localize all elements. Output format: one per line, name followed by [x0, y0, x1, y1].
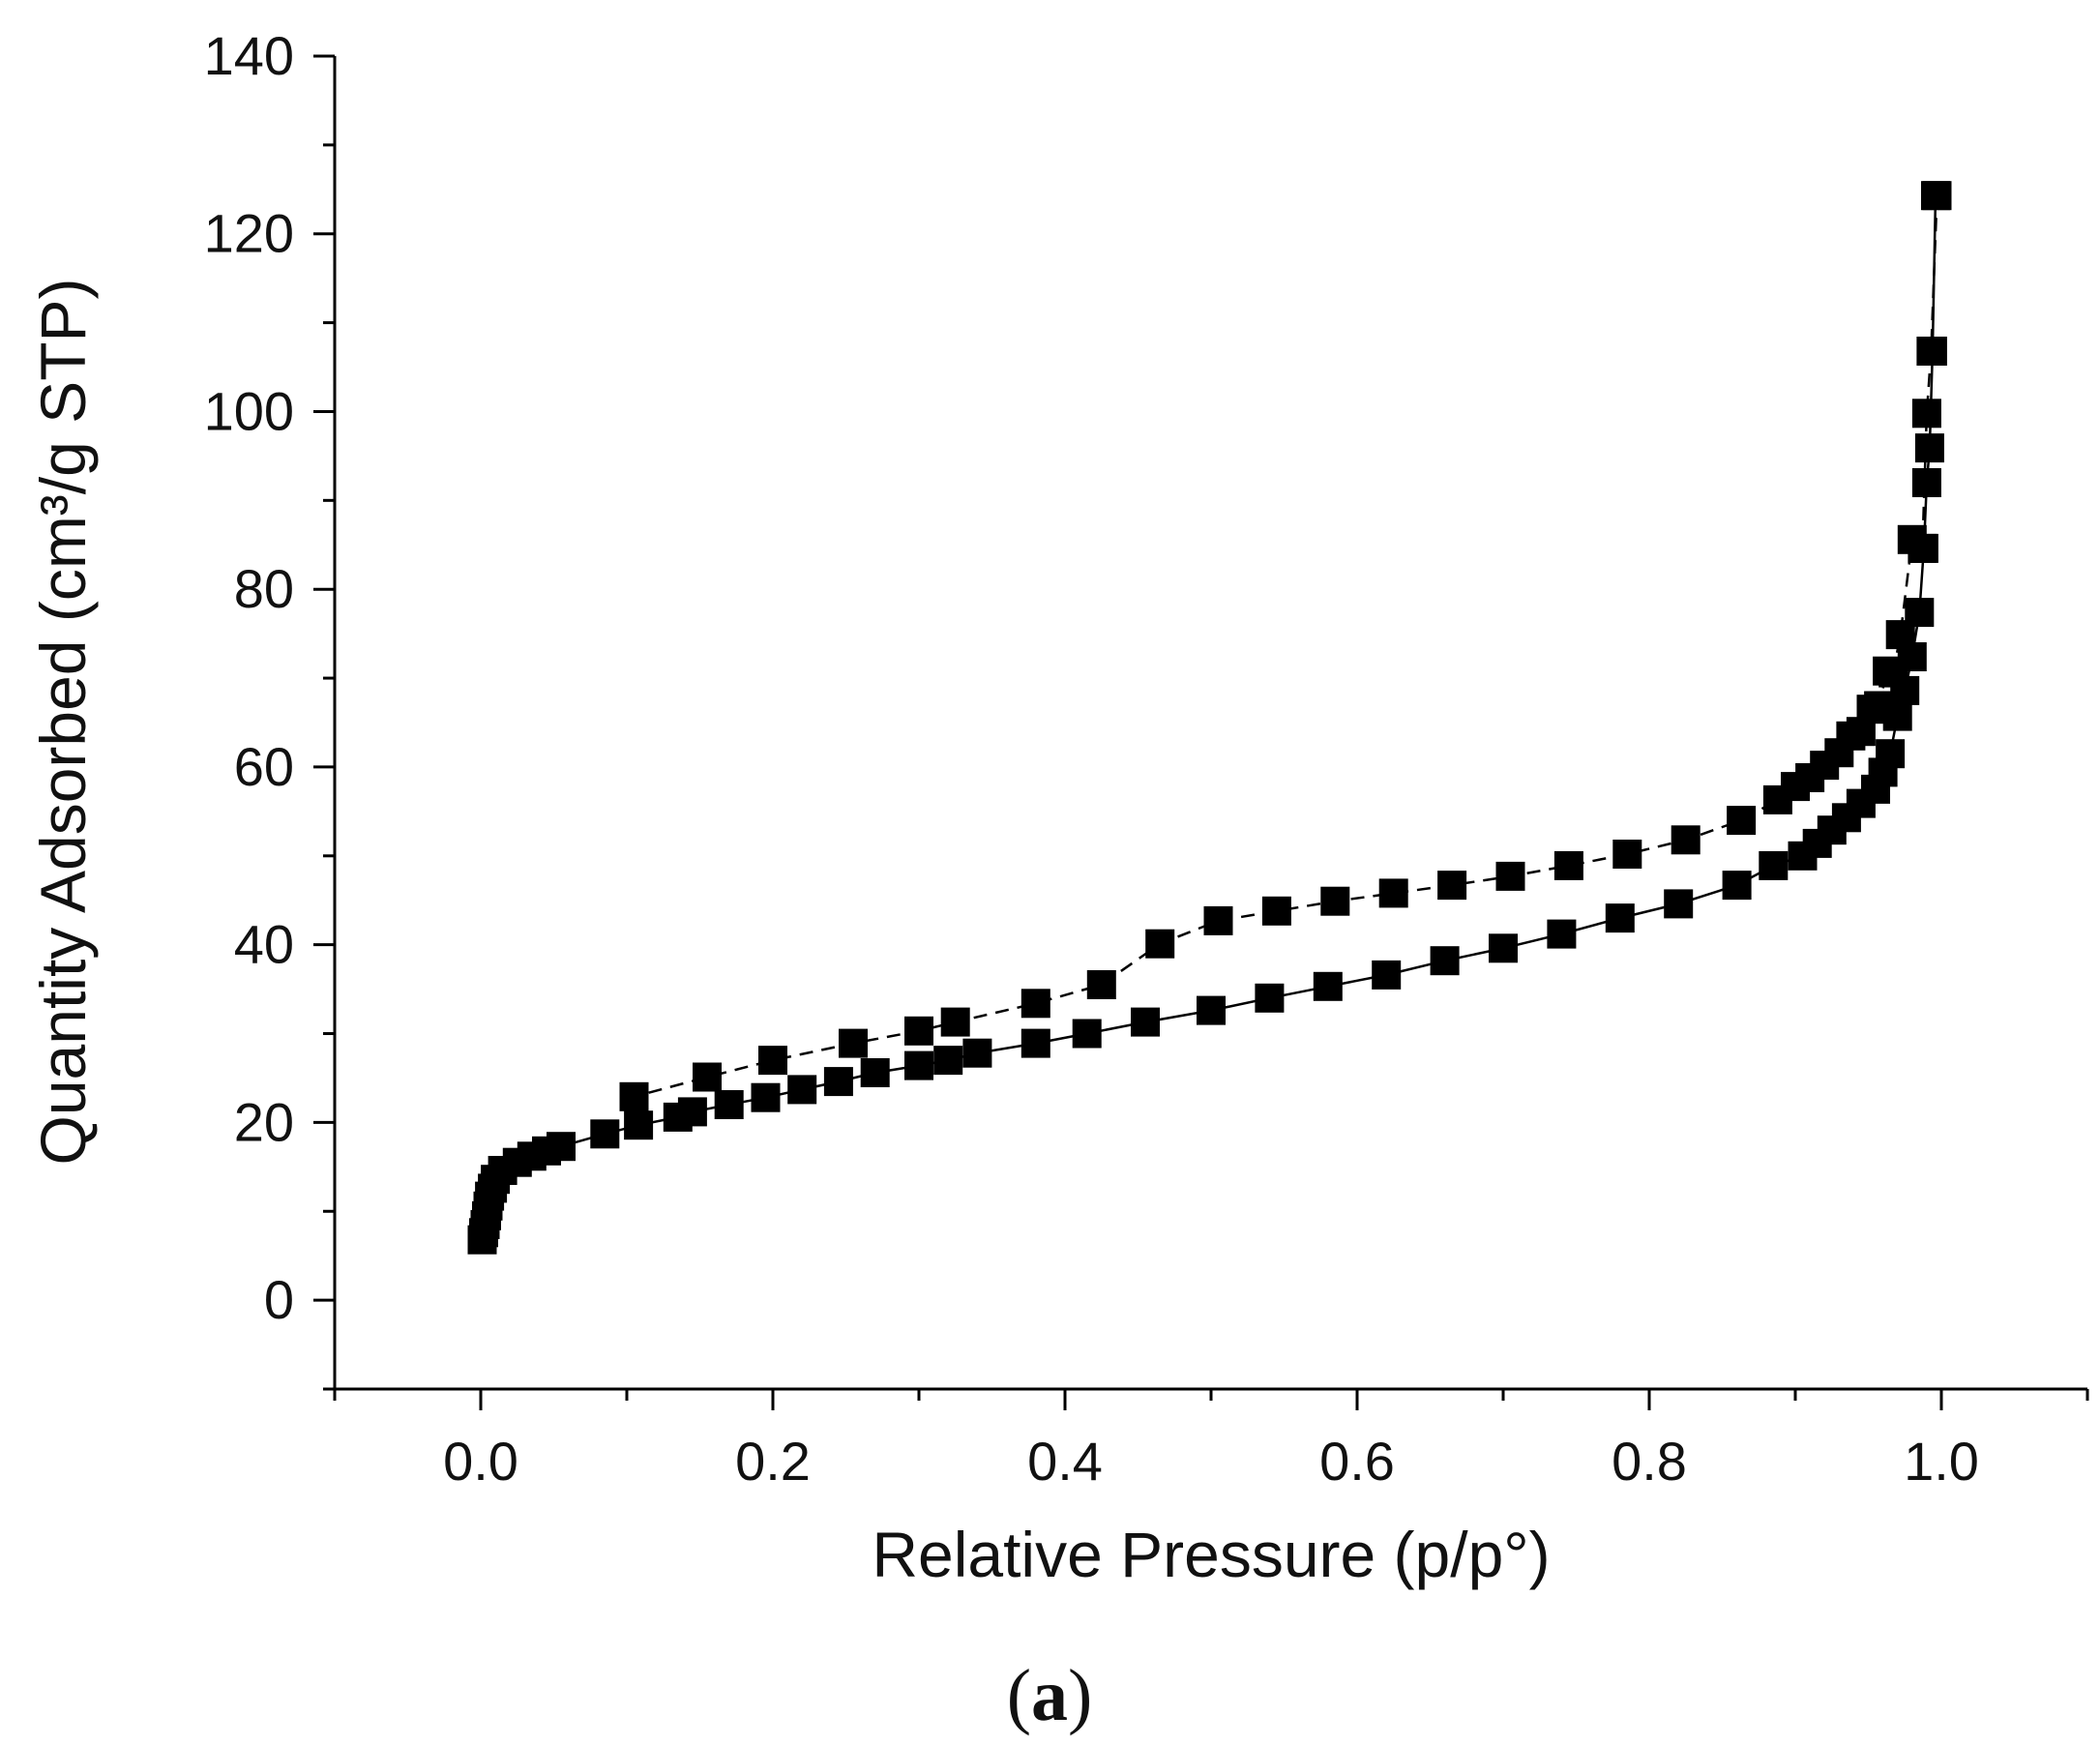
y-tick-label: 60: [234, 736, 294, 797]
desorption-point: [1495, 861, 1525, 891]
adsorption-point: [547, 1132, 576, 1162]
desorption-point: [1916, 337, 1946, 366]
panel-label-close: ): [1068, 1655, 1092, 1736]
y-tick-label: 0: [264, 1269, 294, 1330]
desorption-point: [1145, 929, 1175, 959]
adsorption-point: [1911, 468, 1941, 497]
desorption-point: [1553, 850, 1583, 880]
adsorption-point: [1722, 871, 1752, 901]
y-tick-label: 80: [234, 558, 294, 619]
adsorption-point: [1255, 983, 1285, 1013]
adsorption-point: [624, 1110, 654, 1140]
adsorption-point: [1876, 739, 1906, 769]
adsorption-point: [677, 1097, 707, 1127]
tick-marks: [313, 54, 2089, 1410]
desorption-point: [940, 1007, 970, 1037]
adsorption-point: [1430, 946, 1460, 976]
desorption-point: [1612, 840, 1642, 869]
adsorption-point: [904, 1050, 933, 1080]
adsorption-point: [787, 1075, 817, 1105]
data-points: [467, 181, 1952, 1255]
adsorption-point: [1372, 960, 1402, 990]
desorption-point: [1873, 656, 1903, 686]
x-tick-label: 0.2: [735, 1431, 811, 1492]
desorption-point: [693, 1062, 722, 1092]
desorption-point: [904, 1016, 933, 1046]
desorption-point: [1086, 970, 1116, 999]
y-tick-label: 20: [234, 1091, 294, 1152]
desorption-point: [619, 1081, 649, 1111]
x-tick-label: 0.0: [443, 1431, 518, 1492]
adsorption-point: [1489, 933, 1518, 963]
adsorption-point: [751, 1082, 781, 1112]
x-tick-label: 0.8: [1612, 1431, 1687, 1492]
desorption-point: [1020, 989, 1050, 1019]
desorption-point: [839, 1028, 868, 1058]
y-tick-label: 40: [234, 914, 294, 975]
adsorption-point: [1020, 1028, 1050, 1058]
desorption-point: [1671, 825, 1701, 855]
adsorption-point: [1605, 903, 1635, 933]
adsorption-point: [933, 1046, 963, 1076]
desorption-point: [1378, 878, 1408, 908]
y-tick-label: 100: [204, 380, 294, 441]
adsorption-point: [590, 1119, 620, 1149]
x-tick-label: 1.0: [1904, 1431, 1979, 1492]
y-tick-label: 140: [204, 25, 294, 86]
adsorption-point: [823, 1067, 853, 1097]
x-tick-label: 0.6: [1319, 1431, 1395, 1492]
desorption-point: [1911, 399, 1941, 429]
adsorption-point: [1759, 850, 1789, 880]
adsorption-point: [1197, 995, 1226, 1025]
adsorption-point: [1313, 971, 1343, 1001]
panel-label-letter: a: [1031, 1655, 1068, 1736]
y-axis-title: Quantity Adsorbed (cm³/g STP): [27, 278, 99, 1165]
x-tick-label: 0.4: [1027, 1431, 1103, 1492]
adsorption-point: [860, 1058, 890, 1087]
panel-label: (a): [1007, 1655, 1093, 1736]
desorption-point: [1437, 871, 1467, 901]
adsorption-point: [1664, 889, 1694, 919]
desorption-point: [1261, 896, 1291, 926]
desorption-point: [1727, 806, 1757, 836]
panel-label-open: (: [1007, 1655, 1031, 1736]
x-axis-title: Relative Pressure (p/p°): [872, 1519, 1550, 1590]
adsorption-point: [1914, 433, 1944, 463]
desorption-point: [758, 1046, 787, 1076]
adsorption-point: [1547, 919, 1577, 949]
desorption-line: [634, 195, 1938, 1099]
adsorption-point: [714, 1090, 744, 1119]
adsorption-point: [962, 1038, 992, 1068]
adsorption-point: [1131, 1007, 1160, 1037]
desorption-point: [1897, 524, 1927, 554]
desorption-point: [1762, 784, 1792, 814]
desorption-point: [1922, 181, 1952, 211]
axes: [333, 56, 2087, 1391]
desorption-point: [1320, 886, 1350, 916]
desorption-point: [1203, 905, 1233, 935]
tick-labels: 0 20 40 60 80 100 120 140 0.0 0.2 0.4 0.6 0.8 1.0: [204, 25, 1979, 1492]
y-tick-label: 120: [204, 203, 294, 264]
desorption-point: [1885, 620, 1915, 650]
adsorption-point: [1072, 1019, 1102, 1049]
